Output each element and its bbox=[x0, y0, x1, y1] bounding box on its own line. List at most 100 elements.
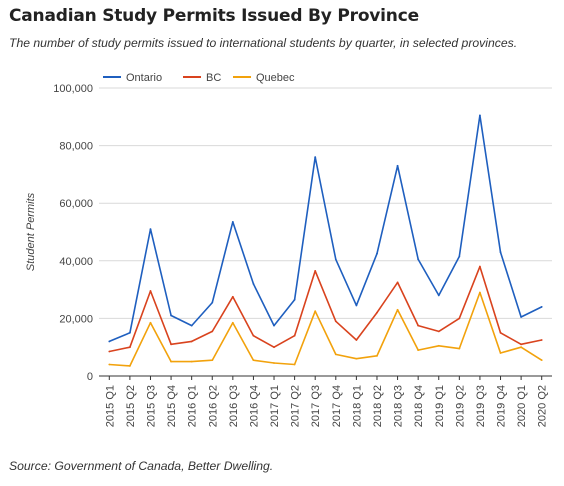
data-point bbox=[417, 349, 420, 351]
x-tick-label: 2020 Q2 bbox=[537, 385, 549, 427]
chart-title: Canadian Study Permits Issued By Provinc… bbox=[9, 6, 419, 26]
y-axis-label: Student Permits bbox=[25, 192, 37, 271]
data-point bbox=[252, 282, 255, 285]
data-point bbox=[355, 304, 358, 307]
y-tick-label: 80,000 bbox=[59, 141, 93, 153]
data-point bbox=[520, 316, 523, 318]
data-point bbox=[479, 114, 481, 117]
legend-label: Quebec bbox=[256, 72, 295, 84]
data-point bbox=[190, 324, 193, 327]
legend-label: BC bbox=[206, 72, 221, 84]
x-tick-label: 2017 Q4 bbox=[331, 385, 343, 427]
data-point bbox=[458, 347, 461, 350]
x-tick-label: 2015 Q1 bbox=[104, 385, 116, 427]
data-point bbox=[108, 350, 111, 353]
source-note: Source: Government of Canada, Better Dwe… bbox=[9, 459, 274, 473]
data-point bbox=[211, 301, 214, 304]
data-point bbox=[334, 353, 337, 356]
data-point bbox=[479, 265, 481, 268]
data-point bbox=[273, 346, 275, 349]
x-tick-label: 2016 Q4 bbox=[248, 385, 260, 427]
data-point bbox=[231, 295, 234, 298]
data-point bbox=[108, 363, 111, 366]
data-point bbox=[355, 339, 358, 341]
x-tick-label: 2019 Q3 bbox=[475, 385, 487, 427]
data-point bbox=[540, 359, 543, 362]
data-point bbox=[190, 360, 193, 363]
data-point bbox=[520, 343, 523, 346]
data-point bbox=[128, 365, 131, 367]
data-point bbox=[376, 252, 378, 255]
data-point bbox=[437, 344, 440, 347]
data-point bbox=[376, 354, 378, 357]
x-tick-label: 2019 Q4 bbox=[496, 385, 508, 427]
data-point bbox=[540, 305, 543, 308]
data-point bbox=[149, 228, 152, 231]
data-point bbox=[273, 324, 275, 327]
data-point bbox=[458, 317, 461, 320]
y-tick-label: 40,000 bbox=[59, 256, 93, 268]
data-point bbox=[314, 310, 317, 313]
data-point bbox=[128, 346, 131, 349]
data-point bbox=[211, 330, 214, 333]
data-point bbox=[108, 340, 111, 343]
data-point bbox=[293, 363, 296, 366]
data-point bbox=[293, 334, 296, 337]
data-point bbox=[334, 258, 337, 261]
y-tick-label: 20,000 bbox=[59, 313, 93, 325]
y-tick-label: 100,000 bbox=[53, 83, 93, 95]
data-point bbox=[170, 314, 172, 317]
data-point bbox=[170, 343, 172, 346]
data-point bbox=[273, 362, 275, 364]
x-tick-label: 2017 Q1 bbox=[269, 385, 281, 427]
series-line-quebec bbox=[109, 291, 543, 367]
data-point bbox=[520, 346, 523, 349]
data-point bbox=[149, 290, 152, 292]
data-point bbox=[190, 340, 193, 343]
x-tick-label: 2016 Q3 bbox=[228, 385, 240, 427]
data-point bbox=[417, 258, 420, 261]
data-point bbox=[170, 360, 172, 363]
x-tick-label: 2018 Q4 bbox=[413, 385, 425, 427]
x-tick-label: 2015 Q4 bbox=[166, 385, 178, 427]
data-point bbox=[231, 321, 234, 324]
data-point bbox=[437, 294, 440, 297]
x-tick-label: 2018 Q2 bbox=[372, 385, 384, 427]
x-tick-label: 2015 Q3 bbox=[145, 385, 157, 427]
data-point bbox=[231, 221, 234, 223]
data-point bbox=[417, 324, 420, 327]
chart-subtitle: The number of study permits issued to in… bbox=[9, 36, 518, 50]
data-point bbox=[396, 308, 399, 311]
data-point bbox=[499, 352, 502, 354]
data-point bbox=[314, 269, 317, 272]
x-tick-label: 2019 Q2 bbox=[454, 385, 466, 427]
data-point bbox=[499, 251, 502, 254]
data-point bbox=[252, 334, 255, 337]
data-point bbox=[355, 357, 358, 360]
legend-label: Ontario bbox=[126, 72, 162, 84]
data-point bbox=[479, 291, 481, 294]
data-point bbox=[458, 255, 461, 258]
x-tick-label: 2017 Q2 bbox=[290, 385, 302, 427]
y-tick-label: 0 bbox=[87, 371, 93, 383]
data-point bbox=[149, 321, 152, 324]
x-tick-label: 2016 Q1 bbox=[187, 385, 199, 427]
x-tick-label: 2018 Q1 bbox=[351, 385, 363, 427]
data-point bbox=[293, 298, 296, 301]
x-tick-label: 2020 Q1 bbox=[516, 385, 528, 427]
series-line-bc bbox=[109, 265, 542, 353]
data-point bbox=[334, 320, 337, 323]
data-point bbox=[314, 156, 317, 159]
x-tick-label: 2019 Q1 bbox=[434, 385, 446, 427]
data-point bbox=[437, 330, 440, 333]
series-line-ontario bbox=[108, 114, 543, 343]
data-point bbox=[252, 359, 255, 362]
x-tick-label: 2017 Q3 bbox=[310, 385, 322, 427]
data-point bbox=[396, 281, 399, 284]
x-tick-label: 2018 Q3 bbox=[393, 385, 405, 427]
x-tick-label: 2015 Q2 bbox=[125, 385, 137, 427]
data-point bbox=[499, 331, 502, 334]
data-point bbox=[396, 164, 399, 167]
data-point bbox=[540, 339, 543, 341]
